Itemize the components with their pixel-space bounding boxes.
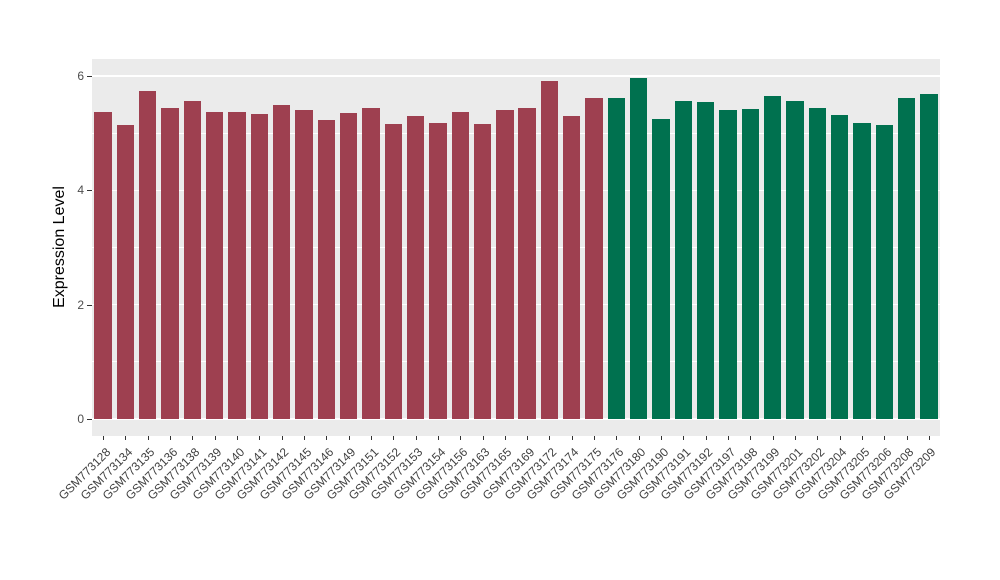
x-tick-mark xyxy=(237,436,239,440)
x-tick-mark xyxy=(638,436,640,440)
bar xyxy=(339,113,358,419)
bar xyxy=(183,100,202,419)
gridline-minor xyxy=(92,361,940,363)
x-tick-mark xyxy=(125,436,127,440)
gridline-minor xyxy=(92,247,940,248)
gridline-major xyxy=(92,189,940,192)
x-tick-mark xyxy=(460,436,462,440)
bar xyxy=(808,107,826,419)
y-tick-mark xyxy=(87,418,92,420)
x-tick-mark xyxy=(214,436,216,440)
y-tick-label: 4 xyxy=(77,183,84,198)
x-tick-mark xyxy=(861,436,863,440)
bar xyxy=(920,94,938,419)
bar xyxy=(652,119,670,419)
bar xyxy=(875,124,893,419)
x-tick-mark xyxy=(794,436,796,440)
bar xyxy=(139,91,157,419)
x-tick-mark xyxy=(192,436,194,440)
x-tick-mark xyxy=(705,436,707,440)
bar xyxy=(317,120,336,419)
y-tick-label: 0 xyxy=(77,411,84,426)
bar xyxy=(429,123,447,419)
y-tick-label: 6 xyxy=(77,69,84,84)
x-tick-mark xyxy=(839,436,841,440)
x-tick-mark xyxy=(772,436,774,440)
x-tick-mark xyxy=(571,436,573,440)
x-tick-mark xyxy=(326,436,328,440)
bar xyxy=(540,81,559,419)
y-axis-title: Expression Level xyxy=(51,186,68,308)
y-tick-mark xyxy=(87,76,92,78)
bar xyxy=(563,116,581,419)
x-tick-mark xyxy=(594,436,596,440)
gridline-major xyxy=(92,303,940,306)
x-tick-mark xyxy=(906,436,908,440)
x-tick-mark xyxy=(147,436,149,440)
bar xyxy=(630,77,648,419)
x-tick-mark xyxy=(817,436,819,440)
y-tick-mark xyxy=(87,304,92,306)
x-tick-mark xyxy=(683,436,685,440)
x-tick-mark xyxy=(437,436,439,440)
bar xyxy=(830,115,849,419)
x-tick-mark xyxy=(616,436,618,440)
x-tick-mark xyxy=(393,436,395,440)
gridline-minor xyxy=(92,132,940,134)
y-tick-label: 2 xyxy=(77,297,84,312)
x-tick-mark xyxy=(370,436,372,440)
bar xyxy=(897,97,916,419)
bar xyxy=(272,105,291,419)
bar xyxy=(116,124,135,419)
x-tick-mark xyxy=(259,436,261,440)
bar xyxy=(853,123,871,419)
bar xyxy=(607,98,626,419)
x-tick-mark xyxy=(482,436,484,440)
x-tick-mark xyxy=(170,436,172,440)
bar xyxy=(719,110,737,419)
x-tick-mark xyxy=(549,436,551,440)
bar xyxy=(496,110,514,419)
bar xyxy=(250,114,269,419)
bar xyxy=(518,108,536,419)
bar xyxy=(763,95,782,419)
bar xyxy=(741,109,760,419)
x-tick-mark xyxy=(281,436,283,440)
bar xyxy=(585,97,603,419)
bar xyxy=(384,124,402,419)
bar xyxy=(206,112,224,419)
x-tick-mark xyxy=(728,436,729,440)
bar xyxy=(94,111,112,419)
y-tick-mark xyxy=(87,190,92,192)
plot-panel xyxy=(92,59,940,436)
bar xyxy=(228,112,246,419)
bar xyxy=(362,107,380,419)
bar xyxy=(696,102,715,419)
x-tick-mark xyxy=(661,436,663,440)
bar xyxy=(674,101,693,419)
x-tick-mark xyxy=(928,436,930,440)
gridline-major xyxy=(92,418,940,420)
x-tick-mark xyxy=(103,436,105,440)
x-tick-mark xyxy=(304,436,305,440)
bar xyxy=(473,124,492,419)
gridline-major xyxy=(92,75,940,77)
x-tick-mark xyxy=(415,436,417,440)
x-tick-mark xyxy=(504,436,506,440)
x-tick-mark xyxy=(348,436,350,440)
x-tick-mark xyxy=(884,436,886,440)
x-tick-mark xyxy=(527,436,529,440)
bar xyxy=(451,111,469,419)
x-tick-mark xyxy=(750,436,752,440)
bar xyxy=(295,110,313,419)
bar xyxy=(406,116,425,419)
bar xyxy=(786,101,804,419)
bar xyxy=(161,107,179,419)
